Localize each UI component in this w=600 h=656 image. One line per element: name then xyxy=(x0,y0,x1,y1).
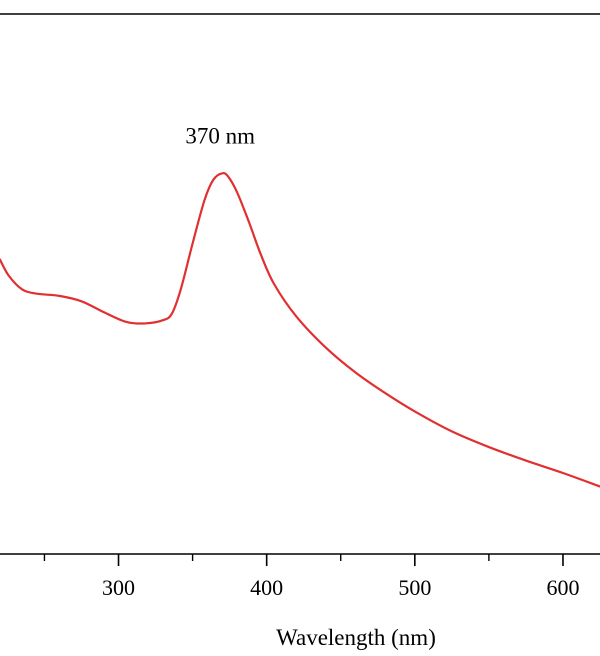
x-axis-label: Wavelength (nm) xyxy=(276,625,436,650)
x-tick-label-300: 300 xyxy=(102,575,135,600)
x-axis-tick-labels: 300 400 500 600 xyxy=(102,575,579,600)
absorbance-spectrum-line xyxy=(0,172,600,488)
peak-annotation-370nm: 370 nm xyxy=(185,124,255,149)
x-axis-ticks xyxy=(43,554,564,566)
x-tick-label-600: 600 xyxy=(546,575,579,600)
x-tick-label-400: 400 xyxy=(250,575,283,600)
x-tick-label-500: 500 xyxy=(398,575,431,600)
